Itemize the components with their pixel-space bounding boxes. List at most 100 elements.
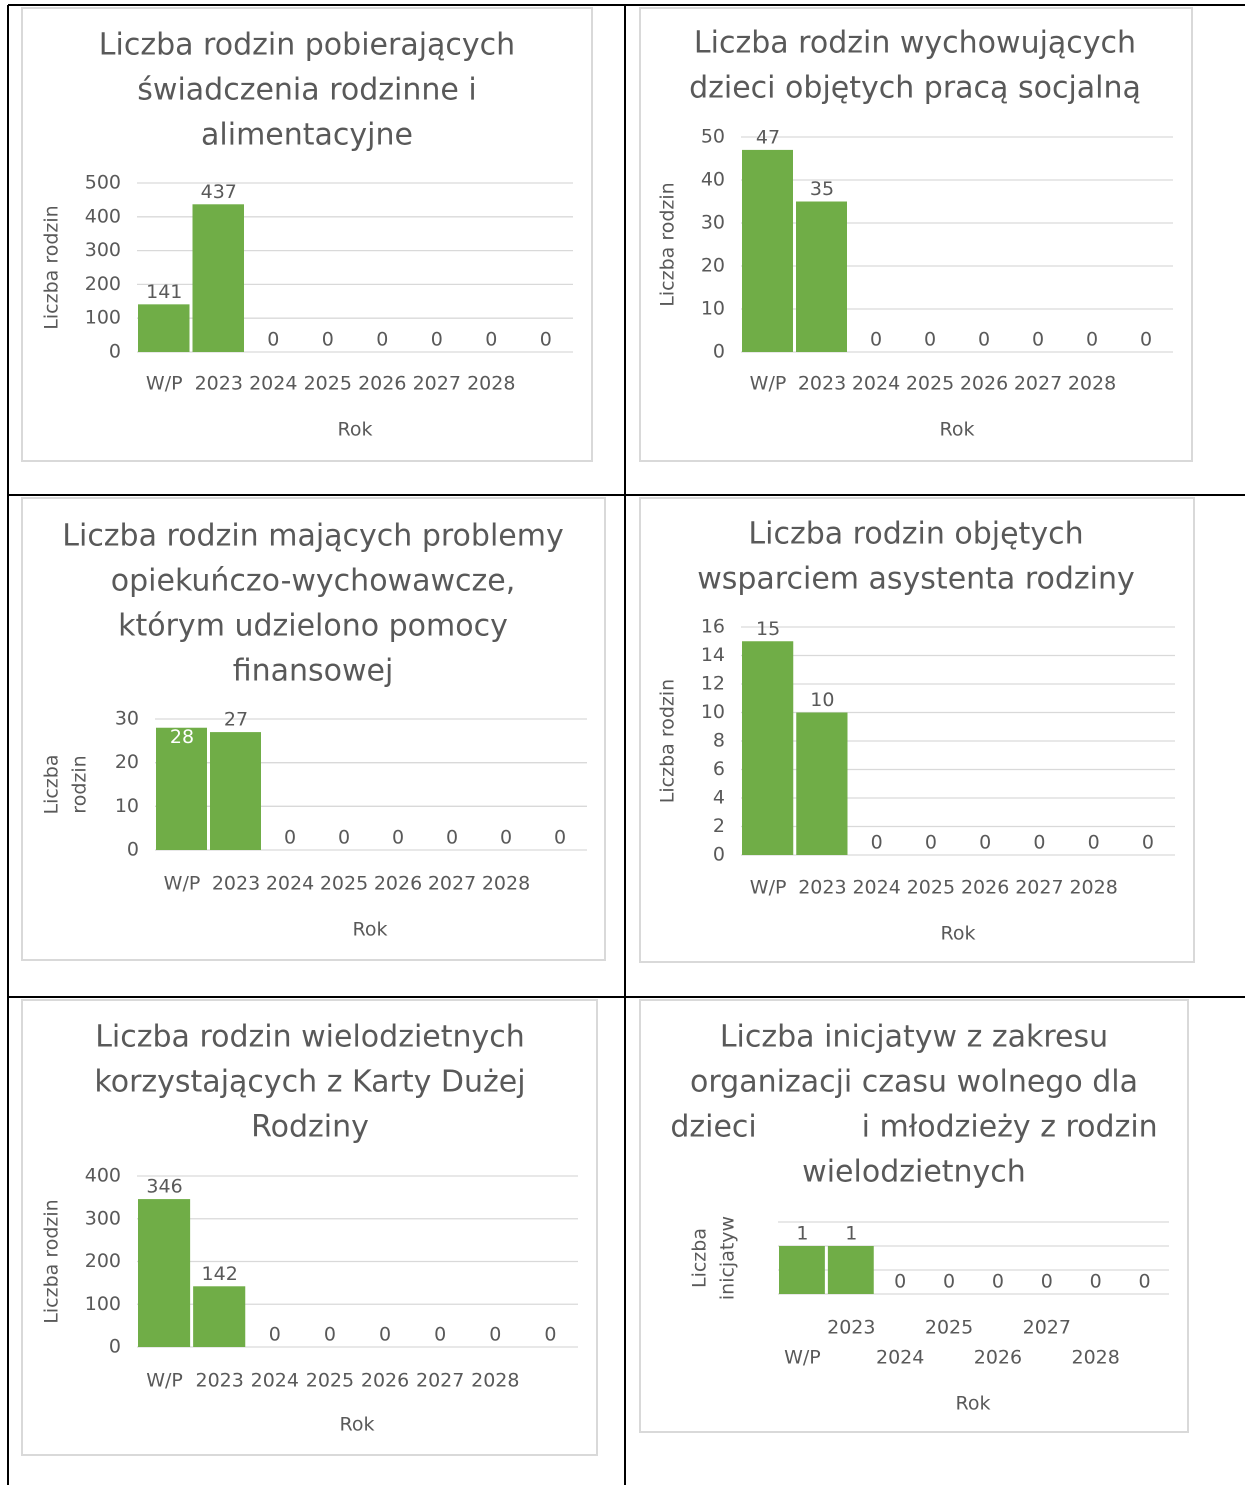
y-tick-label: 10 xyxy=(115,795,139,817)
data-label: 35 xyxy=(810,178,834,200)
data-label: 0 xyxy=(322,329,334,351)
chart-panel xyxy=(21,497,606,961)
chart-panel xyxy=(639,7,1193,462)
y-tick-label: 8 xyxy=(713,730,725,752)
y-tick-label: 50 xyxy=(701,126,725,148)
data-label: 0 xyxy=(485,329,497,351)
y-axis-label: Liczba xyxy=(689,1228,711,1288)
x-tick-label: W/P xyxy=(750,373,787,395)
x-tick-label: 2027 xyxy=(428,873,476,895)
x-tick-label: 2023 xyxy=(195,373,243,395)
y-axis-label: Liczba rodzin xyxy=(657,679,679,803)
y-tick-label: 10 xyxy=(701,701,725,723)
y-tick-label: 30 xyxy=(115,708,139,730)
data-label: 0 xyxy=(434,1324,446,1346)
x-axis-label: Rok xyxy=(353,919,388,941)
chart-title: Liczba inicjatyw z zakresu xyxy=(720,1020,1108,1055)
y-tick-label: 200 xyxy=(85,273,121,295)
chart-panel xyxy=(639,497,1195,963)
y-tick-label: 20 xyxy=(701,255,725,277)
data-label: 47 xyxy=(756,126,780,148)
y-axis-label: Liczba xyxy=(41,755,63,815)
x-tick-label: 2024 xyxy=(249,373,297,395)
chart-title: finansowej xyxy=(233,654,394,689)
data-label: 0 xyxy=(1086,329,1098,351)
data-label: 0 xyxy=(1088,832,1100,854)
data-label: 0 xyxy=(925,832,937,854)
data-label: 141 xyxy=(146,281,182,303)
x-tick-label: 2027 xyxy=(1023,1317,1071,1339)
x-tick-label: 2026 xyxy=(374,873,422,895)
x-tick-label: 2025 xyxy=(304,373,352,395)
chart-title: Rodziny xyxy=(251,1110,369,1145)
x-tick-label: 2024 xyxy=(876,1347,924,1369)
bar xyxy=(138,304,190,352)
x-tick-label: 2026 xyxy=(361,1370,409,1392)
chart-title: opiekuńczo-wychowawcze, xyxy=(111,564,516,599)
y-tick-label: 0 xyxy=(109,1336,121,1358)
y-tick-label: 100 xyxy=(85,1293,121,1315)
y-tick-label: 20 xyxy=(115,751,139,773)
chart-panel xyxy=(21,7,593,462)
bar xyxy=(138,1199,191,1347)
y-tick-label: 0 xyxy=(713,844,725,866)
x-tick-label: 2028 xyxy=(482,873,530,895)
x-tick-label: W/P xyxy=(784,1347,821,1369)
chart: Liczba rodzin objętych wsparciem asystent… xyxy=(639,497,1195,963)
chart: Liczba rodzin wychowujących dzieci objęty… xyxy=(639,7,1193,462)
x-tick-label: 2027 xyxy=(1015,877,1063,899)
data-label: 0 xyxy=(979,832,991,854)
y-tick-label: 0 xyxy=(713,341,725,363)
x-tick-label: 2023 xyxy=(827,1317,875,1339)
bar xyxy=(193,1286,246,1347)
x-tick-label: 2025 xyxy=(907,877,955,899)
chart-panel xyxy=(639,999,1189,1433)
x-tick-label: 2027 xyxy=(413,373,461,395)
x-tick-label: W/P xyxy=(146,373,183,395)
chart-title: Liczba rodzin mających problemy xyxy=(62,519,563,554)
y-tick-label: 200 xyxy=(85,1250,121,1272)
chart: Liczba rodzin pobierających świadczenia r… xyxy=(21,7,593,462)
y-tick-label: 400 xyxy=(85,205,121,227)
x-axis-label: Rok xyxy=(340,1414,375,1436)
x-tick-label: 2028 xyxy=(1068,373,1116,395)
data-label: 0 xyxy=(992,1271,1004,1293)
y-tick-label: 10 xyxy=(701,298,725,320)
y-tick-label: 300 xyxy=(85,239,121,261)
y-tick-label: 2 xyxy=(713,815,725,837)
x-tick-label: 2025 xyxy=(306,1370,354,1392)
data-label: 0 xyxy=(894,1271,906,1293)
data-label: 0 xyxy=(871,832,883,854)
data-label: 0 xyxy=(324,1324,336,1346)
chart-title: dzieci objętych pracą socjalną xyxy=(689,71,1141,106)
data-label: 0 xyxy=(489,1324,501,1346)
data-label: 0 xyxy=(943,1271,955,1293)
bar xyxy=(742,641,794,855)
x-tick-label: 2025 xyxy=(906,373,954,395)
x-tick-label: 2023 xyxy=(196,1370,244,1392)
data-label: 0 xyxy=(1032,329,1044,351)
bar xyxy=(192,204,244,352)
y-tick-label: 0 xyxy=(109,341,121,363)
x-tick-label: W/P xyxy=(750,877,787,899)
data-label: 0 xyxy=(1041,1271,1053,1293)
y-axis-label: Liczba rodzin xyxy=(41,1199,63,1323)
y-tick-label: 14 xyxy=(701,644,725,666)
y-axis-label: Liczba rodzin xyxy=(657,182,679,306)
x-tick-label: 2023 xyxy=(798,877,846,899)
x-tick-label: 2026 xyxy=(974,1347,1022,1369)
x-tick-label: 2028 xyxy=(1072,1347,1120,1369)
chart-panel xyxy=(21,999,598,1456)
y-axis-label: Liczba rodzin xyxy=(41,205,63,329)
x-tick-label: 2024 xyxy=(852,373,900,395)
x-tick-label: 2028 xyxy=(1069,877,1117,899)
chart-title: Liczba rodzin pobierających xyxy=(99,28,515,63)
y-tick-label: 4 xyxy=(713,787,725,809)
x-tick-label: 2025 xyxy=(925,1317,973,1339)
x-tick-label: 2027 xyxy=(1014,373,1062,395)
chart: Liczba rodzin mających problemy opiekuńcz… xyxy=(21,497,606,961)
y-tick-label: 12 xyxy=(701,673,725,695)
x-tick-label: 2027 xyxy=(416,1370,464,1392)
x-tick-label: 2024 xyxy=(266,873,314,895)
